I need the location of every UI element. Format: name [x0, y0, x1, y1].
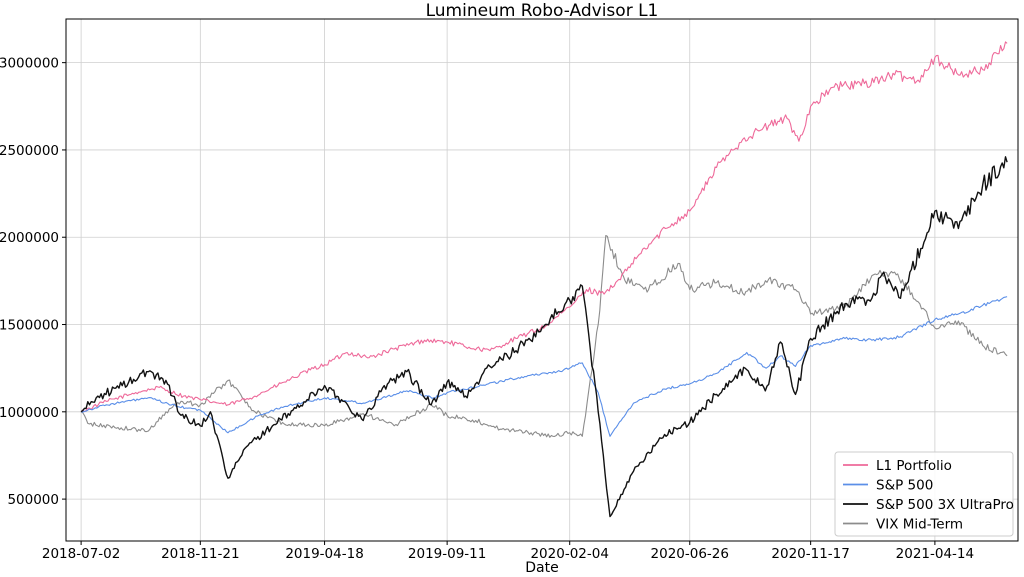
chart-title: Lumineum Robo-Advisor L1 — [426, 1, 659, 21]
series-lines — [80, 41, 1008, 518]
legend-label: S&P 500 — [876, 478, 933, 494]
legend-label: S&P 500 3X UltraPro — [876, 497, 1014, 513]
series-line-2 — [80, 156, 1008, 518]
grid — [66, 19, 1018, 541]
x-tick-label: 2020-06-26 — [651, 546, 729, 562]
legend-label: L1 Portfolio — [876, 458, 952, 474]
x-axis-ticks: 2018-07-02 2018-11-21 2019-04-18 2019-09-11… — [42, 541, 974, 562]
y-tick-label: 2500000 — [0, 143, 59, 159]
legend: L1 Portfolio S&P 500 S&P 500 3X UltraPro VI… — [834, 451, 1014, 537]
x-tick-label: 2020-11-17 — [771, 546, 849, 562]
y-axis-ticks: 500000 1000000 1500000 2000000 2500000 300000… — [0, 56, 66, 508]
series-line-0 — [80, 41, 1008, 413]
plot-frame — [65, 18, 1019, 542]
series-line-1 — [80, 296, 1008, 437]
y-tick-label: 2000000 — [0, 230, 59, 246]
x-axis-label: Date — [525, 560, 558, 576]
x-tick-label: 2021-04-14 — [896, 546, 974, 562]
legend-box — [834, 451, 1014, 537]
x-tick-label: 2018-11-21 — [161, 546, 239, 562]
x-tick-label: 2018-07-02 — [42, 546, 120, 562]
y-tick-label: 3000000 — [0, 56, 59, 72]
x-tick-label: 2019-09-11 — [408, 546, 486, 562]
legend-label: VIX Mid-Term — [876, 517, 963, 533]
series-line-3 — [80, 234, 1008, 438]
y-tick-label: 1000000 — [0, 405, 59, 421]
y-tick-label: 1500000 — [0, 318, 59, 334]
y-tick-label: 500000 — [7, 492, 59, 508]
x-tick-label: 2020-02-04 — [530, 546, 608, 562]
x-tick-label: 2019-04-18 — [285, 546, 363, 562]
